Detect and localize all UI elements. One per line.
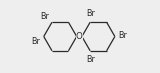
Text: Br: Br	[40, 12, 49, 21]
Text: O: O	[76, 32, 83, 41]
Text: Br: Br	[118, 31, 127, 40]
Text: Br: Br	[32, 37, 40, 46]
Text: Br: Br	[87, 55, 96, 64]
Text: Br: Br	[87, 9, 96, 18]
